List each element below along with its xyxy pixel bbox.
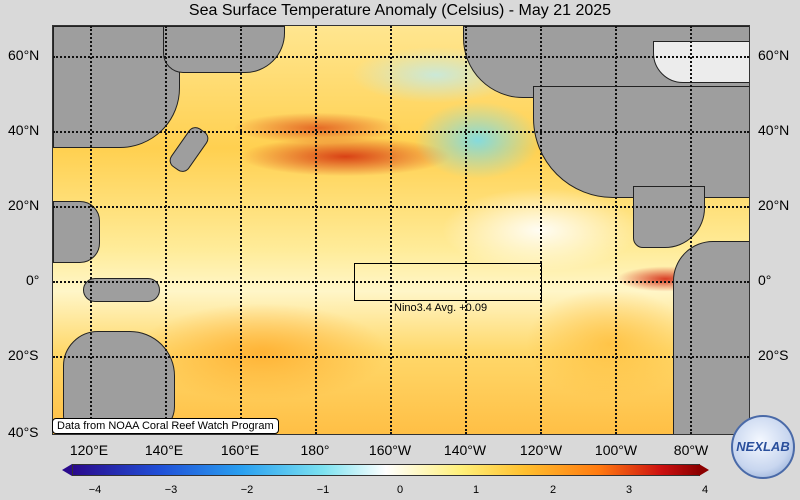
lon-label-160w: 160°W <box>368 442 412 458</box>
gridline-20n <box>53 206 749 208</box>
north-america-landmass <box>533 86 749 198</box>
lon-label-160e: 160°E <box>220 442 260 458</box>
gridline-140e <box>165 26 167 434</box>
map-title: Sea Surface Temperature Anomaly (Celsius… <box>188 2 612 19</box>
logo-text: NEXLAB <box>736 439 790 454</box>
lon-label-120w: 120°W <box>519 442 563 458</box>
lat-label-20n: 20°N <box>8 197 40 213</box>
colorbar-tick: 0 <box>396 484 404 496</box>
gridline-80w <box>690 26 692 434</box>
colorbar <box>72 464 700 476</box>
lon-label-100w: 100°W <box>594 442 638 458</box>
lat-label-60n: 60°N <box>8 47 40 63</box>
gridline-140w <box>465 26 467 434</box>
colorbar-tick: 1 <box>472 484 480 496</box>
nexlab-logo: NEXLAB <box>731 415 795 479</box>
lon-label-180: 180° <box>300 442 330 458</box>
lon-label-120e: 120°E <box>69 442 109 458</box>
greenland-landmass <box>653 41 749 83</box>
data-credit: Data from NOAA Coral Reef Watch Program <box>52 418 279 434</box>
asia-landmass <box>53 26 180 148</box>
gridline-100w <box>615 26 617 434</box>
colorbar-tick: 4 <box>701 484 709 496</box>
gridline-160e <box>240 26 242 434</box>
australia-landmass <box>63 331 175 434</box>
gridline-160w <box>390 26 392 434</box>
gridline-180 <box>315 26 317 434</box>
south-america-landmass <box>673 241 749 434</box>
colorbar-min-arrow <box>62 464 72 476</box>
sst-anomaly-map: Nino3.4 Avg. +0.09 <box>52 25 750 435</box>
lon-label-140e: 140°E <box>144 442 184 458</box>
gridline-40n <box>53 131 749 133</box>
colorbar-tick: −2 <box>240 484 254 496</box>
colorbar-max-arrow <box>699 464 709 476</box>
gridline-120w <box>540 26 542 434</box>
lat-label-20s-right: 20°S <box>758 347 789 363</box>
colorbar-tick: −1 <box>316 484 330 496</box>
gridline-0 <box>53 281 749 283</box>
lat-label-60n-right: 60°N <box>758 47 790 63</box>
lon-label-80w: 80°W <box>673 442 709 458</box>
gridline-60n <box>53 56 749 58</box>
lat-label-20s: 20°S <box>8 347 39 363</box>
siberia-landmass <box>163 26 285 73</box>
colorbar-tick: 3 <box>625 484 633 496</box>
colorbar-tick: 2 <box>549 484 557 496</box>
lat-label-20n-right: 20°N <box>758 197 790 213</box>
lat-label-40s: 40°S <box>8 424 39 440</box>
lat-label-40n-right: 40°N <box>758 122 790 138</box>
colorbar-tick: −4 <box>88 484 102 496</box>
gridline-120e <box>90 26 92 434</box>
colorbar-tick: −3 <box>164 484 178 496</box>
lat-label-40n: 40°N <box>8 122 40 138</box>
lat-label-0-right: 0° <box>758 272 772 288</box>
nino34-average-label: Nino3.4 Avg. +0.09 <box>394 302 488 314</box>
nino34-region-box <box>354 263 542 301</box>
central-america-landmass <box>633 186 705 248</box>
gridline-20s <box>53 356 749 358</box>
southeast-asia-landmass <box>53 201 100 263</box>
lat-label-0: 0° <box>26 272 40 288</box>
lon-label-140w: 140°W <box>443 442 487 458</box>
